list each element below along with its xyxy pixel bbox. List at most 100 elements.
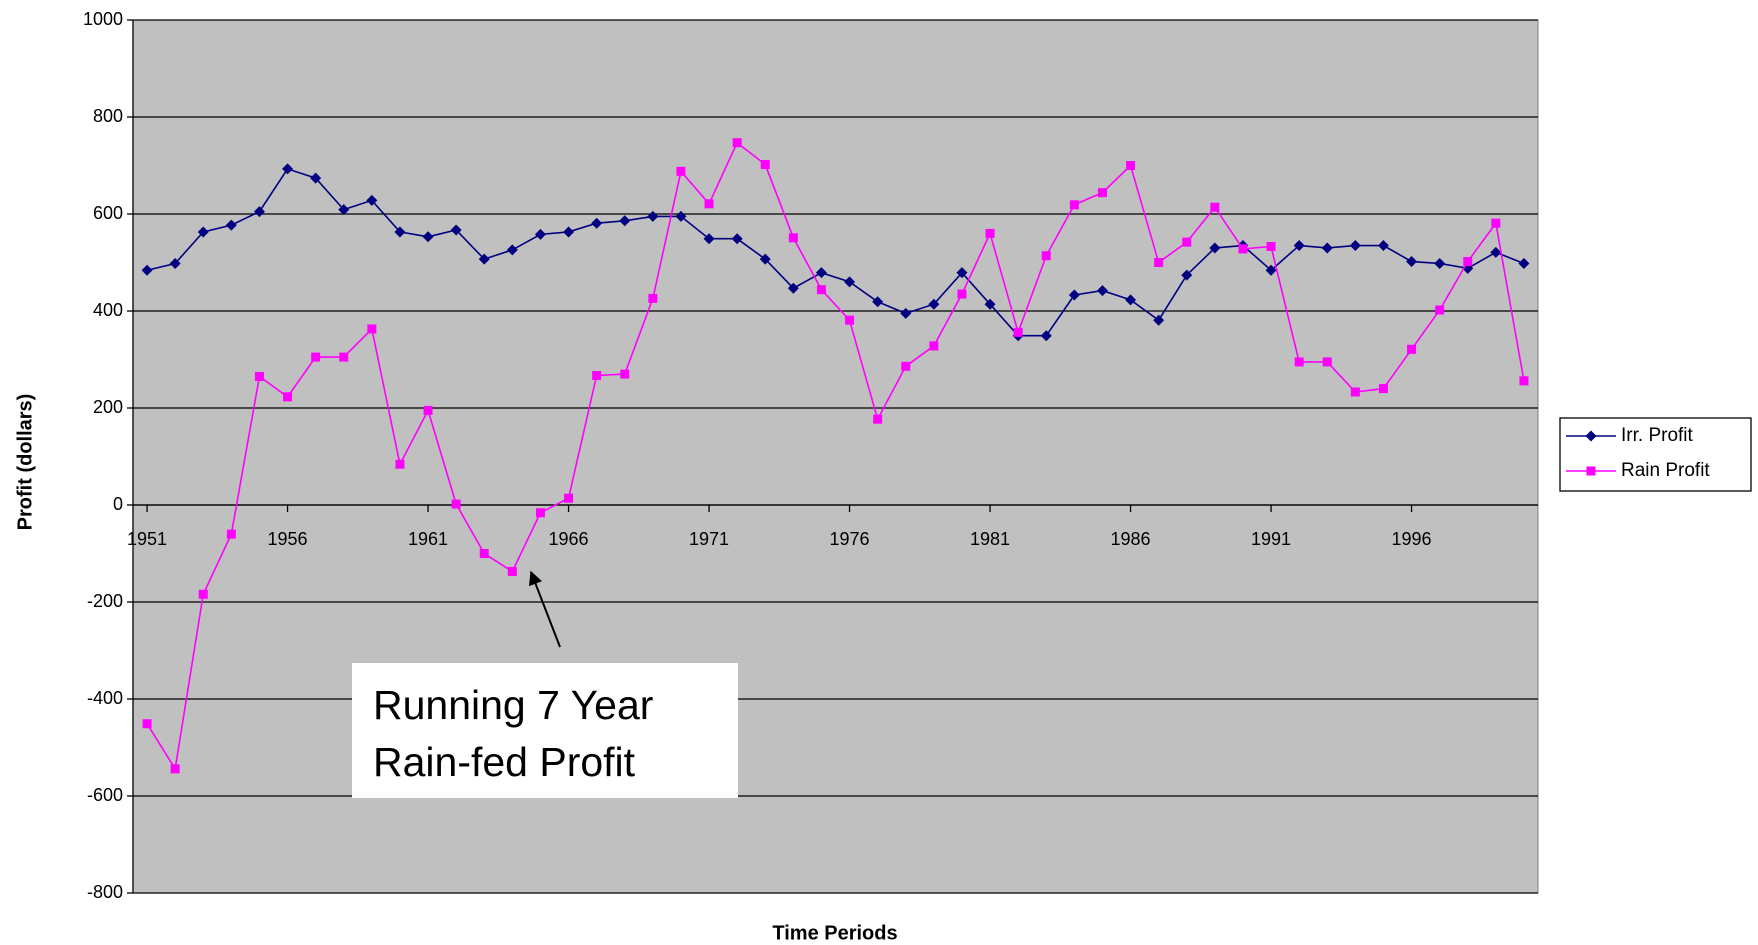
data-point [1321,242,1333,254]
y-tick-label: -600 [87,785,123,805]
data-point [422,231,434,243]
annotation-box [352,663,738,798]
x-tick-label: 1956 [268,529,308,549]
data-point [675,210,687,222]
data-point [1377,240,1389,252]
data-point [731,233,743,245]
annotation-text: Rain-fed Profit [373,739,636,785]
data-point [169,257,181,269]
x-tick-label: 1976 [830,529,870,549]
data-point [1182,237,1192,247]
legend-marker [1585,430,1597,442]
data-point [815,267,827,279]
data-point [845,315,855,325]
data-point [676,166,686,176]
y-tick-label: 1000 [83,9,123,29]
data-point [647,210,659,222]
y-tick-label: -400 [87,688,123,708]
data-point [366,194,378,206]
y-tick-label: 600 [93,203,123,223]
data-point [450,224,462,236]
data-point [760,160,770,170]
annotation-text: Running 7 Year [373,682,653,728]
data-point [311,352,321,362]
data-point [1518,257,1530,269]
data-point [142,719,152,729]
series-line [146,141,1525,772]
data-point [1126,161,1136,170]
data-point [1407,344,1417,354]
data-point [1013,327,1023,337]
data-point [816,285,826,295]
data-point [844,276,856,288]
data-point [282,163,294,175]
data-point [1097,188,1107,198]
y-tick-label: 400 [93,300,123,320]
data-point [1349,240,1361,252]
data-point [704,199,714,209]
data-point [1154,258,1164,267]
x-tick-label: 1996 [1392,529,1432,549]
data-point [1293,240,1305,252]
data-point [1041,251,1051,261]
x-tick-label: 1986 [1111,529,1151,549]
data-point [1096,285,1108,297]
data-point [1209,242,1221,254]
data-point [310,172,322,184]
data-point [1490,246,1502,258]
x-tick-label: 1966 [549,529,589,549]
legend-box [1559,417,1752,492]
data-point [226,529,236,539]
x-tick-label: 1951 [127,529,167,549]
plot-area [132,19,1539,894]
data-point [563,226,575,238]
data-point [479,549,489,558]
y-tick-label: 200 [93,397,123,417]
data-point [394,226,406,238]
data-point [141,264,153,276]
data-point [1519,376,1529,386]
x-tick-label: 1981 [970,529,1010,549]
data-point [535,508,545,518]
x-tick-label: 1971 [689,529,729,549]
data-point [1265,264,1277,276]
data-point [1378,384,1388,394]
data-point [1463,257,1473,267]
data-point [170,764,180,774]
data-point [591,217,603,229]
data-point [788,233,798,243]
data-point [1181,269,1193,281]
data-point [339,352,349,362]
data-point [1153,314,1165,326]
x-tick-label: 1961 [408,529,448,549]
data-point [759,253,771,265]
y-tick-label: -200 [87,591,123,611]
data-point [592,371,602,381]
data-point [1491,218,1501,228]
y-tick-label: 0 [113,494,123,514]
data-point [985,228,995,238]
data-point [1294,357,1304,367]
data-point [1069,200,1079,210]
data-point [225,219,237,231]
x-tick-label: 1991 [1251,529,1291,549]
data-point [395,459,405,469]
data-point [507,566,517,576]
data-point [338,204,350,216]
data-point [1210,202,1220,212]
data-point [732,138,742,148]
data-point [620,369,630,379]
series-line [146,167,1525,337]
data-point [1068,289,1080,301]
data-point [1435,305,1445,315]
data-point [283,392,293,402]
y-tick-label: -800 [87,882,123,902]
data-point [197,226,209,238]
data-point [451,499,461,509]
data-point [1434,257,1446,269]
data-point [253,206,265,218]
data-point [1322,357,1332,367]
annotation-arrow [529,570,561,648]
